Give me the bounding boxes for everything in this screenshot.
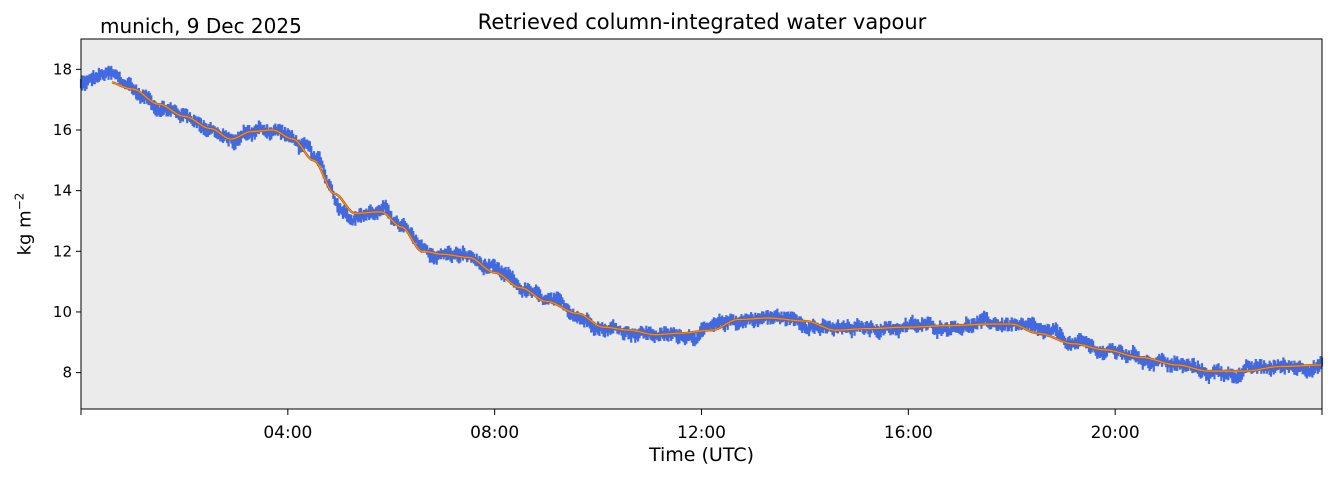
- x-tick-label: 16:00: [884, 423, 933, 443]
- y-tick-label: 12: [53, 242, 72, 260]
- chart-title: Retrieved column-integrated water vapour: [477, 10, 927, 34]
- y-tick-label: 10: [53, 303, 72, 321]
- x-tick-label: 08:00: [470, 423, 519, 443]
- y-axis-label: kg m−2: [13, 193, 36, 256]
- x-axis-label: Time (UTC): [648, 444, 755, 466]
- y-tick-label: 14: [53, 182, 72, 200]
- x-tick-label: 12:00: [677, 423, 726, 443]
- y-axis-label-exponent: −2: [12, 192, 27, 211]
- series-smoothed-line: [111, 81, 1323, 372]
- y-tick-label: 8: [62, 364, 72, 382]
- y-tick-label: 16: [53, 121, 72, 139]
- y-axis-label-base: kg m: [14, 210, 36, 256]
- location-date-label: munich, 9 Dec 2025: [100, 14, 302, 38]
- y-tick-label: 18: [53, 60, 72, 78]
- x-tick-label: 20:00: [1091, 423, 1140, 443]
- x-tick-label: 04:00: [263, 423, 312, 443]
